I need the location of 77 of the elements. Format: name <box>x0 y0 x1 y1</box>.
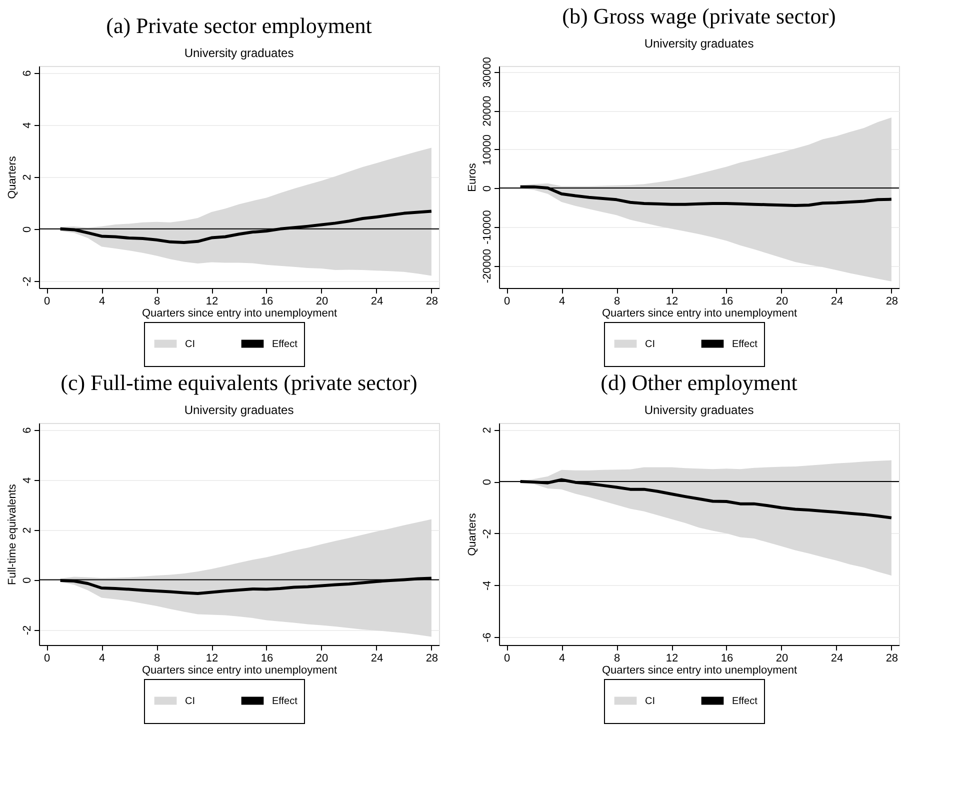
y-tick-label: 2 <box>22 174 34 180</box>
legend-label: Effect <box>272 696 298 707</box>
x-tick-label: 24 <box>830 652 844 664</box>
y-tick-label: 30000 <box>482 57 494 88</box>
y-tick-label: 0 <box>22 577 34 584</box>
x-tick-label: 4 <box>98 652 106 664</box>
x-tick-label: 8 <box>614 296 620 308</box>
x-tick-label: 0 <box>504 652 510 664</box>
text: CI <box>185 696 195 707</box>
x-axis-title: Quarters since entry into unemployment <box>602 664 798 676</box>
chart-subtitle: University graduates <box>184 403 294 417</box>
y-axis-title: Euros <box>466 162 478 192</box>
y-tick-label: 20000 <box>482 96 494 126</box>
chart-title: (b) Gross wage (private sector) <box>562 4 836 29</box>
text: CI <box>645 696 655 707</box>
x-tick-label: 8 <box>154 652 160 664</box>
legend-label: Effect <box>732 696 758 707</box>
x-tick-label: 12 <box>206 296 218 308</box>
x-tick-label: 20 <box>316 652 328 664</box>
y-axis-title: Quarters <box>466 512 478 556</box>
y-tick-label: 10000 <box>482 134 494 166</box>
x-tick-label: 12 <box>206 652 218 664</box>
y-tick-label: 0 <box>482 478 494 486</box>
x-axis-title: Quarters since entry into unemployment <box>142 308 338 320</box>
x-tick-label: 12 <box>666 296 678 308</box>
x-tick-label: 20 <box>776 652 788 664</box>
x-tick-label: 4 <box>558 652 566 664</box>
x-tick-label: 0 <box>504 296 510 308</box>
y-tick-label: -2 <box>22 276 34 286</box>
y-tick-label: 0 <box>482 185 494 192</box>
y-tick-label: 2 <box>22 527 34 534</box>
x-tick-label: 4 <box>558 296 566 308</box>
y-tick-label: -2 <box>482 528 494 539</box>
x-tick-label: 16 <box>720 652 734 664</box>
x-tick-label: 24 <box>370 296 384 308</box>
x-tick-label: 28 <box>886 296 898 308</box>
text: CI <box>645 338 655 350</box>
x-tick-label: 24 <box>830 296 844 308</box>
y-tick-label: -4 <box>482 580 494 591</box>
y-tick-label: -10000 <box>482 210 494 244</box>
chart-subtitle: University graduates <box>184 46 294 60</box>
legend-label: Effect <box>732 338 758 350</box>
chart-subtitle: University graduates <box>644 403 754 417</box>
x-axis-title: Quarters since entry into unemployment <box>602 308 798 320</box>
y-axis-title: Full-time equivalents <box>6 484 18 585</box>
y-tick-label: 0 <box>22 226 34 232</box>
y-tick-label: 6 <box>22 70 34 76</box>
x-tick-label: 24 <box>370 652 384 664</box>
x-tick-label: 16 <box>260 652 274 664</box>
y-tick-label: -20000 <box>482 248 494 284</box>
x-tick-label: 8 <box>154 296 160 308</box>
x-tick-label: 16 <box>720 296 734 308</box>
y-tick-label: 4 <box>22 477 34 484</box>
x-tick-label: 8 <box>614 652 620 664</box>
y-axis-title: Quarters <box>6 156 18 199</box>
y-tick-label: -6 <box>482 632 494 642</box>
x-tick-label: 0 <box>44 652 50 664</box>
chart-subtitle: University graduates <box>644 36 754 51</box>
x-tick-label: 12 <box>666 652 678 664</box>
chart-title: (a) Private sector employment <box>106 13 372 38</box>
x-tick-label: 20 <box>776 296 788 308</box>
chart-title: (d) Other employment <box>600 370 798 395</box>
x-tick-label: 16 <box>260 296 274 308</box>
x-tick-label: 4 <box>98 296 106 308</box>
x-tick-label: 0 <box>44 296 50 308</box>
y-tick-label: 6 <box>22 427 34 434</box>
x-tick-label: 28 <box>426 652 438 664</box>
y-tick-label: -2 <box>22 625 34 636</box>
x-tick-label: 28 <box>886 652 898 664</box>
text: CI <box>185 338 195 350</box>
y-tick-label: 2 <box>482 427 494 434</box>
legend-label: Effect <box>272 338 298 350</box>
x-tick-label: 20 <box>316 296 328 308</box>
chart-title: (c) Full-time equivalents (private sector) <box>60 370 418 395</box>
y-tick-label: 4 <box>22 122 34 128</box>
x-axis-title: Quarters since entry into unemployment <box>142 664 338 676</box>
x-tick-label: 28 <box>426 296 438 308</box>
